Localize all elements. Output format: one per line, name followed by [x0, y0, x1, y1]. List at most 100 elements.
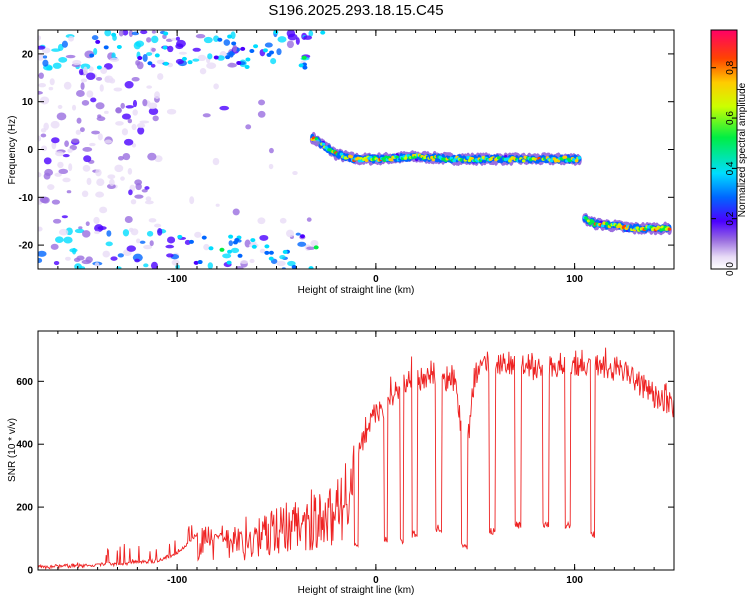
spectrogram-bright-blob: [103, 45, 109, 50]
spectrogram-noise-blob: [52, 62, 62, 69]
spectrogram-bright-blob: [137, 56, 143, 61]
spectrogram-noise-blob: [130, 199, 137, 205]
spectrogram-noise-blob: [134, 179, 143, 186]
spectrogram-noise-blob: [107, 174, 116, 180]
spectrogram-noise-blob: [146, 85, 153, 89]
spectrogram-noise-blob: [64, 140, 69, 147]
snr-y-axis-label: SNR (10 * v/v): [7, 418, 18, 482]
snr-panel: -100 0 100 0 200 400 600 Height of straight li…: [7, 330, 675, 596]
spectrogram-noise-blob: [51, 199, 61, 205]
spectrogram-bright-blob: [237, 253, 243, 258]
spectrogram-noise-blob: [199, 68, 207, 75]
snr-x-tick-label: 100: [566, 575, 583, 586]
spectrogram-noise-blob: [62, 177, 71, 183]
spectrogram-noise-blob: [82, 147, 93, 152]
spectrogram-noise-blob: [126, 245, 136, 252]
spectrogram-x-tick-label: -100: [167, 274, 187, 285]
spectrogram-bright-blob: [249, 49, 255, 54]
spectrogram-noise-blob: [151, 35, 159, 44]
spectrogram-noise-blob: [50, 120, 60, 129]
spectrogram-bright-blob: [262, 48, 268, 53]
spectrogram-noise-blob: [67, 148, 73, 153]
spectrogram-noise-blob: [78, 68, 84, 76]
spectrogram-y-tick-label: -10: [19, 193, 34, 204]
colorbar-tick-label: 0.6: [725, 111, 736, 125]
spectrogram-noise-blob: [227, 62, 237, 68]
spectrogram-line-cell: [574, 159, 579, 163]
spectrogram-bright-blob: [231, 41, 237, 46]
colorbar-gradient: [710, 29, 738, 270]
spectrogram-bright-blob: [163, 61, 169, 66]
spectrogram-bright-blob: [187, 60, 193, 65]
spectrogram-bright-blob: [227, 34, 233, 39]
spectrogram-noise-blob: [104, 139, 113, 144]
spectrogram-line-cell: [321, 142, 326, 146]
colorbar-tick-label: 0.2: [725, 211, 736, 225]
spectrogram-noise-blob: [81, 100, 90, 106]
spectrogram-noise-blob: [235, 265, 244, 269]
spectrogram-bright-blob: [89, 53, 95, 58]
spectrogram-bright-blob: [213, 55, 219, 60]
spectrogram-bright-blob: [116, 44, 122, 49]
spectrogram-noise-blob: [55, 236, 64, 243]
spectrogram-y-axis-label: Frequency (Hz): [7, 116, 18, 185]
spectrogram-noise-blob: [131, 143, 137, 148]
spectrogram-noise-blob: [132, 109, 138, 116]
spectrogram-y-tick-label: 0: [27, 145, 33, 156]
spectrogram-noise-blob: [308, 30, 314, 37]
spectrogram-noise-blob: [94, 262, 100, 267]
spectrogram-noise-blob: [216, 55, 225, 61]
colorbar: 0.0 0.2 0.4 0.6 0.8 Normalized spectral ampl…: [710, 29, 748, 276]
spectrogram-noise-blob: [154, 223, 162, 228]
spectrogram-noise-blob: [38, 250, 47, 257]
spectrogram-noise-blob: [82, 164, 91, 172]
spectrogram-noise-blob: [235, 47, 241, 52]
colorbar-tick-label: 0.0: [725, 262, 736, 276]
spectrogram-noise-blob: [80, 82, 85, 90]
spectrogram-noise-blob: [128, 189, 133, 196]
spectrogram-noise-blob: [97, 133, 103, 141]
spectrogram-noise-blob: [40, 133, 47, 138]
spectrogram-noise-blob: [82, 230, 91, 238]
spectrogram-noise-blob: [202, 113, 211, 118]
spectrogram-bright-blob: [269, 50, 275, 55]
spectrogram-noise-blob: [99, 84, 104, 92]
spectrogram-noise-blob: [306, 217, 312, 222]
spectrogram-line-cell: [588, 221, 592, 225]
spectrogram-noise-blob: [38, 90, 43, 95]
spectrogram-noise-blob: [131, 31, 140, 36]
spectrogram-bright-blob: [201, 235, 207, 240]
spectrogram-noise-blob: [276, 260, 286, 267]
spectrogram-noise-blob: [154, 91, 161, 100]
spectrogram-noise-blob: [57, 104, 63, 109]
spectrogram-bright-blob: [291, 265, 297, 269]
spectrogram-noise-blob: [82, 66, 88, 75]
spectrogram-noise-blob: [95, 76, 103, 81]
spectrogram-noise-blob: [192, 58, 200, 62]
spectrogram-noise-blob: [230, 247, 240, 254]
spectrogram-noise-blob: [310, 239, 319, 247]
spectrogram-noise-blob: [40, 145, 48, 152]
spectrogram-noise-blob: [97, 226, 107, 231]
spectrogram-noise-blob: [240, 260, 249, 264]
spectrogram-noise-blob: [93, 47, 98, 55]
figure-title: S196.2025.293.18.15.C45: [268, 2, 443, 19]
spectrogram-noise-blob: [264, 42, 273, 48]
spectrogram-bright-blob: [162, 45, 168, 50]
spectrogram-y-tick-label: 10: [22, 97, 34, 108]
spectrogram-noise-blob: [141, 189, 148, 193]
spectrogram-noise-blob: [71, 104, 77, 111]
colorbar-tick-label: 0.4: [725, 161, 736, 175]
spectrogram-noise-blob: [232, 208, 240, 216]
spectrogram-noise-blob: [175, 36, 181, 41]
spectrogram-noise-blob: [109, 57, 120, 62]
spectrogram-noise-blob: [276, 48, 282, 56]
spectrogram-noise-blob: [39, 196, 49, 204]
spectrogram-noise-blob: [157, 73, 164, 81]
spectrogram-noise-blob: [86, 72, 96, 81]
spectrogram-noise-blob: [76, 117, 82, 124]
spectrogram-noise-blob: [166, 108, 177, 115]
spectrogram-noise-blob: [166, 236, 176, 244]
spectrogram-bright-blob: [308, 266, 314, 269]
